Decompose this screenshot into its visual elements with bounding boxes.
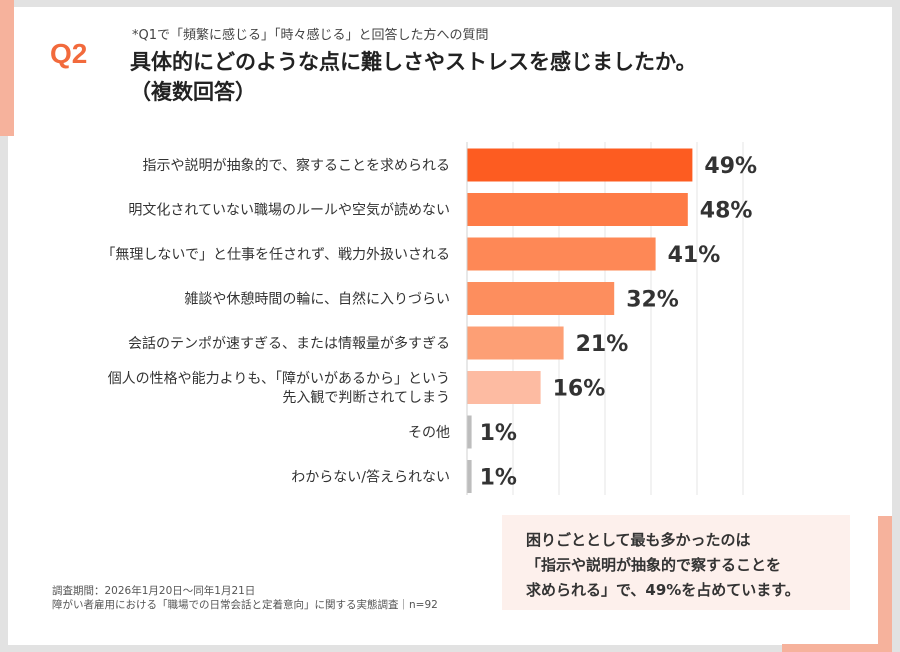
category-label: わからない/答えられない (291, 469, 450, 486)
bar (467, 237, 656, 271)
category-label: 「無理しないで」と仕事を任されず、戦力外扱いされる (101, 247, 450, 263)
bar (467, 282, 615, 315)
category-label: 明文化されていない職場のルールや空気が読めない (128, 202, 450, 219)
survey-period: 調査期間：2026年1月20日～同年1月21日 (52, 585, 256, 597)
summary-line-3: 求められる」で、49%を占めています。 (526, 581, 800, 599)
survey-title: 障がい者雇用における「職場での日常会話と定着意向」に関する実態調査｜n=92 (52, 599, 438, 611)
category-label: 指示や説明が抽象的で、察することを求められる (143, 157, 450, 174)
corner-accent-top-left (0, 0, 14, 136)
category-label: 会話のテンポが速すぎる、または情報量が多すぎる (128, 335, 450, 352)
corner-accent-bottom-right (878, 516, 892, 652)
data-label: 1% (480, 421, 517, 446)
bar (467, 326, 564, 360)
data-label: 48% (700, 199, 753, 224)
summary-line-2: 「指示や説明が抽象的で察することを (526, 556, 782, 574)
question-title-note: （複数回答） (130, 80, 256, 104)
bar (467, 193, 688, 226)
data-label: 16% (553, 377, 606, 402)
question-condition: *Q1で「頻繁に感じる」「時々感じる」と回答した方への質問 (132, 28, 489, 43)
question-number: Q2 (50, 38, 88, 69)
bar (467, 460, 472, 493)
category-label: 雑談や休憩時間の輪に、自然に入りづらい (184, 291, 450, 308)
summary-line-1: 困りごととして最も多かったのは (526, 531, 751, 549)
bar (467, 371, 541, 404)
data-label: 49% (704, 154, 757, 179)
bar (467, 415, 472, 449)
data-label: 21% (576, 332, 629, 357)
bar (467, 148, 693, 182)
category-label: その他 (408, 425, 450, 441)
corner-accent-bottom-bar (782, 644, 892, 652)
category-label: 個人の性格や能力よりも、「障がいがあるから」という (108, 371, 450, 387)
data-label: 1% (480, 466, 517, 491)
category-label: 先入観で判断されてしまう (282, 389, 450, 406)
summary-box: 困りごととして最も多かったのは 「指示や説明が抽象的で察することを 求められる」… (502, 515, 850, 610)
question-title: 具体的にどのような点に難しさやストレスを感じましたか。 (130, 50, 697, 74)
data-label: 32% (626, 288, 679, 313)
data-label: 41% (668, 243, 721, 268)
